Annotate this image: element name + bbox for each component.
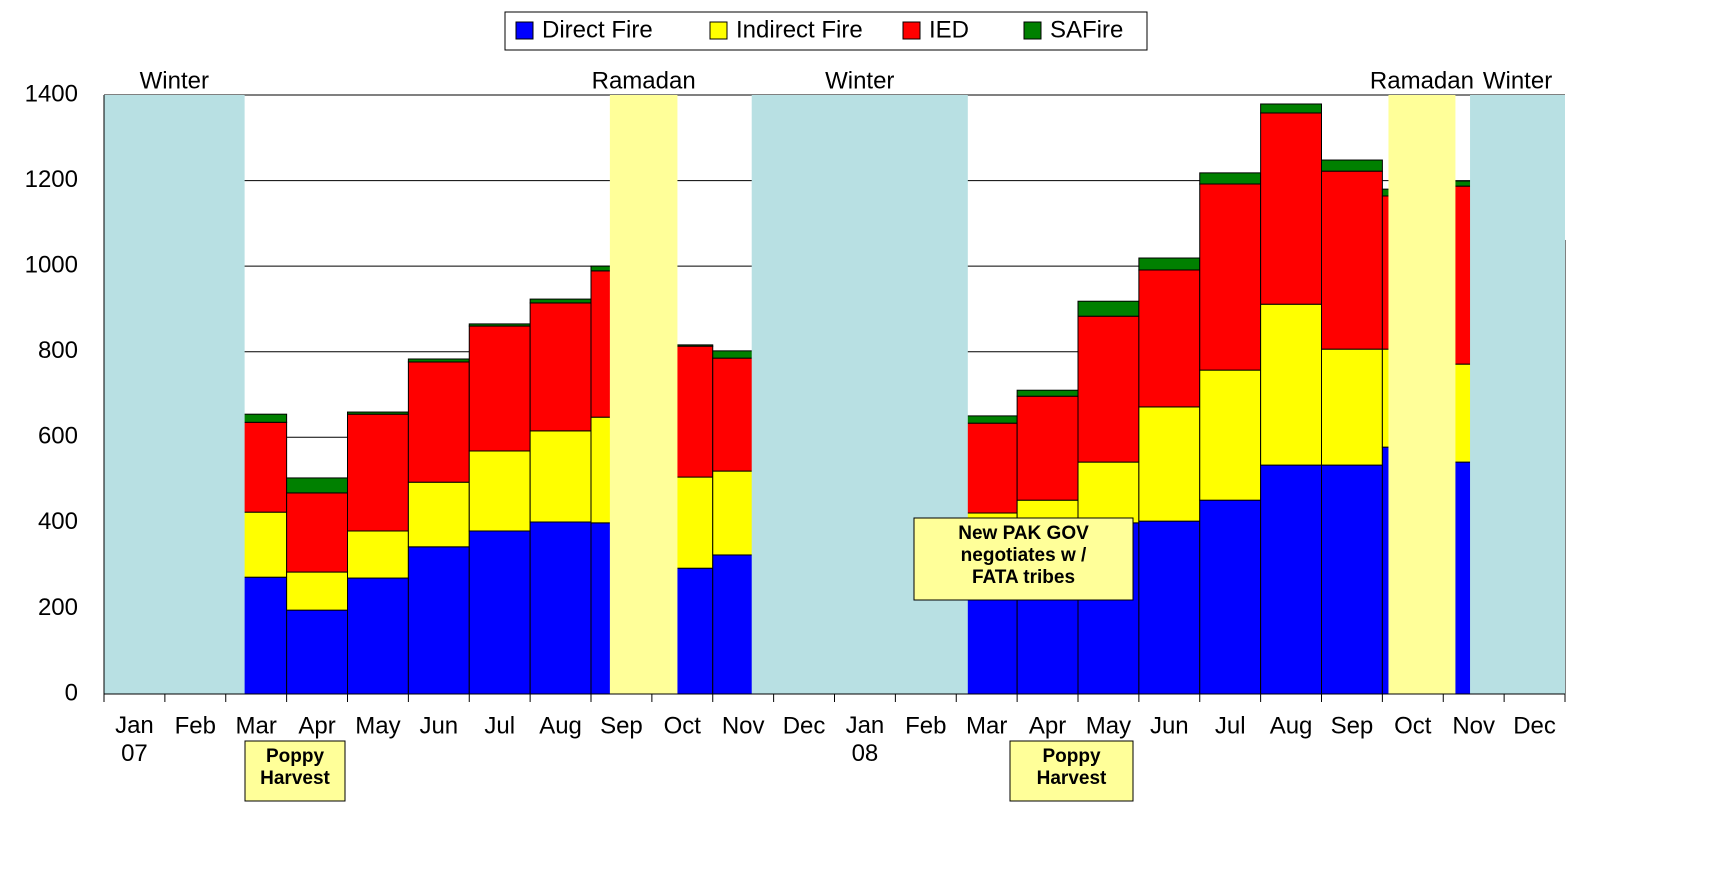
period-label: Ramadan (592, 67, 696, 94)
period-band (104, 95, 245, 694)
legend-swatch (515, 21, 534, 40)
y-tick-label: 200 (38, 594, 78, 621)
period-band (609, 95, 678, 694)
y-tick-label: 1000 (25, 251, 78, 278)
bar-segment (1077, 300, 1140, 317)
period-label: Winter (1483, 67, 1552, 94)
period-label: Winter (140, 67, 209, 94)
x-tick-label: Aug (1270, 712, 1313, 739)
bar-segment (1199, 172, 1262, 185)
legend-swatch (709, 21, 728, 40)
x-tick-label: Jul (1215, 712, 1246, 739)
bar-segment (468, 530, 531, 695)
bar-segment (347, 530, 409, 579)
bar-segment (1138, 269, 1201, 408)
bar-segment (286, 571, 348, 611)
x-tick-label: Oct (1394, 712, 1432, 739)
legend-label: Indirect Fire (736, 16, 863, 43)
x-tick-label: Jun (1150, 712, 1189, 739)
bar-segment (1321, 170, 1383, 350)
bar-segment (1199, 369, 1262, 501)
bar-segment (407, 358, 470, 363)
bar-segment (286, 609, 348, 695)
bar-segment (1016, 389, 1079, 397)
x-tick-label: Oct (664, 712, 702, 739)
y-tick-label: 1400 (25, 80, 78, 107)
x-tick-label: Nov (1452, 712, 1495, 739)
bar-segment (1260, 303, 1322, 466)
bar-segment (1077, 315, 1140, 463)
bar-segment (529, 298, 592, 304)
bar-segment (407, 481, 470, 548)
bar-segment (529, 521, 592, 695)
bar-segment (468, 325, 531, 452)
bar-segment (1138, 257, 1201, 271)
bar-segment (529, 430, 592, 523)
x-tick-label: Nov (722, 712, 765, 739)
x-tick-label: Dec (783, 712, 826, 739)
legend-swatch (1023, 21, 1042, 40)
legend: Direct Fire Indirect Fire IED SAFire (504, 11, 1148, 51)
x-tick-label: Aug (539, 712, 582, 739)
x-tick-label: Feb (905, 712, 946, 739)
x-tick-label: Apr (1029, 712, 1066, 739)
bar-segment (1260, 112, 1322, 305)
bar-segment (1321, 348, 1383, 466)
legend-label: Direct Fire (542, 16, 653, 43)
x-tick-label: May (1086, 712, 1131, 739)
legend-swatch (902, 21, 921, 40)
bar-segment (286, 492, 348, 573)
bar-segment (407, 361, 470, 483)
y-tick-label: 400 (38, 508, 78, 535)
legend-label: IED (929, 16, 969, 43)
bar-segment (347, 411, 409, 415)
annotation: Poppy Harvest (1037, 746, 1107, 789)
x-tick-label: Jan 07 (115, 712, 154, 767)
bar-segment (347, 577, 409, 695)
bar-segment (1138, 520, 1201, 695)
bar-segment (1199, 499, 1262, 695)
x-tick-label: Jun (419, 712, 458, 739)
x-tick-label: Jan 08 (846, 712, 885, 767)
period-label: Winter (825, 67, 894, 94)
bar-segment (468, 323, 531, 327)
period-band (751, 95, 968, 694)
bar-segment (1321, 464, 1383, 695)
bar-segment (1260, 464, 1322, 695)
y-tick-label: 600 (38, 423, 78, 450)
bar-segment (468, 450, 531, 532)
bar-segment (1016, 395, 1079, 501)
period-band (1470, 95, 1565, 694)
bar-segment (529, 302, 592, 432)
annotation: New PAK GOV negotiates w / FATA tribes (958, 523, 1089, 588)
y-tick-label: 0 (65, 679, 78, 706)
bar-segment (1199, 183, 1262, 371)
legend-label: SAFire (1050, 16, 1123, 43)
bar-segment (1077, 461, 1140, 524)
x-tick-label: Sep (600, 712, 643, 739)
x-tick-label: May (355, 712, 400, 739)
x-tick-label: Mar (236, 712, 277, 739)
x-tick-label: Sep (1331, 712, 1374, 739)
bar-segment (286, 477, 348, 494)
annotation-box (244, 740, 346, 802)
bar-segment (1321, 159, 1383, 172)
period-label: Ramadan (1370, 67, 1474, 94)
x-tick-label: Apr (298, 712, 335, 739)
y-tick-label: 800 (38, 337, 78, 364)
annotation-box (913, 517, 1134, 601)
x-tick-label: Jul (484, 712, 515, 739)
bar-segment (347, 413, 409, 532)
annotation: Poppy Harvest (260, 746, 330, 789)
bar-segment (407, 546, 470, 695)
annotation-box (1009, 740, 1134, 802)
period-band (1388, 95, 1456, 694)
x-tick-label: Dec (1513, 712, 1556, 739)
x-tick-label: Mar (966, 712, 1007, 739)
bar-segment (1138, 406, 1201, 522)
y-tick-label: 1200 (25, 166, 78, 193)
bar-segment (1260, 103, 1322, 114)
x-tick-label: Feb (175, 712, 216, 739)
